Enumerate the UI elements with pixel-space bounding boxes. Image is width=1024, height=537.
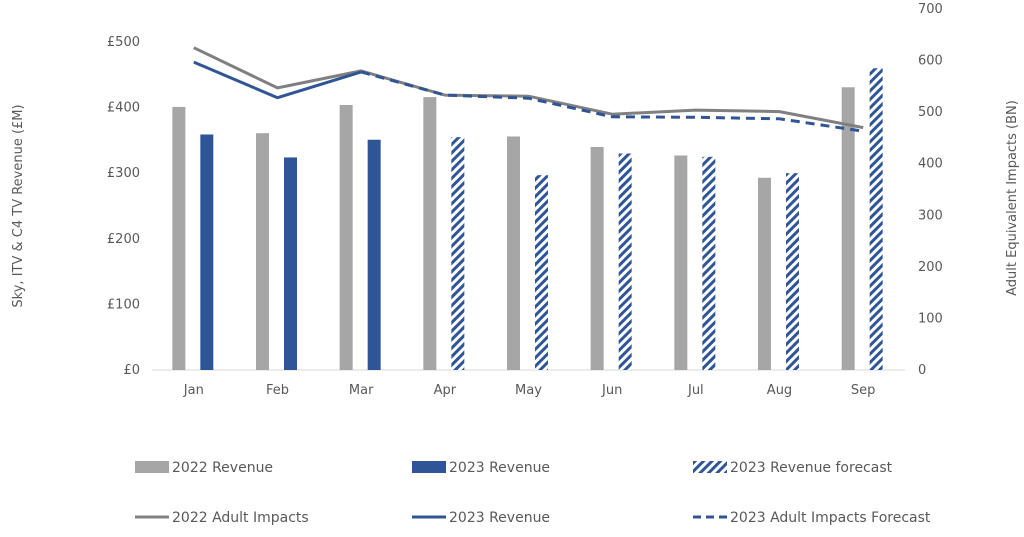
bars — [172, 68, 883, 371]
legend-label: 2023 Revenue — [449, 460, 550, 476]
bar-2022-revenue — [172, 106, 186, 370]
line-2023-revenue — [193, 60, 362, 100]
bar-2023-revenue-forecast — [618, 153, 632, 370]
y-right-tick-label: 200 — [918, 260, 943, 275]
y-right-tick-label: 600 — [918, 54, 943, 69]
bar-2023-revenue-forecast — [869, 68, 883, 371]
line-2022-adult-impacts — [193, 46, 864, 130]
x-tick-label: Aug — [767, 383, 792, 398]
legend-label: 2023 Adult Impacts Forecast — [730, 510, 931, 526]
bar-2022-revenue — [758, 177, 771, 370]
line-2023-adult-impacts-forecast — [360, 70, 864, 133]
axes: £0 £100 £200 £300 £400 £500 0 100 200 300 400 500 60… — [11, 2, 1020, 398]
y-left-tick-label: £200 — [107, 232, 140, 247]
y-right-axis-title: Adult Equivalent Impacts (BN) — [1005, 100, 1020, 296]
lines — [193, 46, 864, 133]
bar-2023-revenue — [284, 157, 297, 370]
x-tick-label: Jul — [687, 383, 704, 398]
bar-2023-revenue — [200, 134, 214, 370]
legend-label: 2022 Adult Impacts — [172, 510, 309, 526]
y-right-tick-label: 300 — [918, 208, 943, 223]
bar-2023-revenue-forecast — [535, 175, 548, 370]
bar-2022-revenue — [674, 155, 688, 370]
legend-item-2023-revenue-forecast: 2023 Revenue forecast — [693, 460, 893, 476]
bar-2022-revenue — [423, 97, 437, 370]
y-left-tick-label: £100 — [107, 297, 140, 312]
y-right-tick-label: 0 — [918, 363, 926, 378]
bar-2023-revenue-forecast — [786, 173, 799, 370]
y-right-tick-label: 700 — [918, 2, 943, 17]
y-left-tick-label: £300 — [107, 166, 140, 181]
bar-2022-revenue — [339, 104, 353, 370]
y-right-tick-label: 100 — [918, 311, 943, 326]
legend-item-2023-revenue: 2023 Revenue — [412, 460, 550, 476]
legend-label: 2022 Revenue — [172, 460, 273, 476]
legend-swatch — [693, 461, 727, 473]
legend-item-2022-adult-impacts: 2022 Adult Impacts — [135, 510, 309, 526]
x-tick-label: Mar — [349, 383, 374, 398]
bar-2022-revenue — [507, 136, 520, 370]
x-tick-label: Apr — [434, 383, 457, 398]
legend-swatch — [135, 461, 169, 473]
y-right-tick-label: 500 — [918, 105, 943, 120]
y-left-axis-title: Sky, ITV & C4 TV Revenue (£M) — [11, 104, 26, 307]
legend-item-2023-adult-impacts-forecast: 2023 Adult Impacts Forecast — [693, 510, 931, 526]
y-left-tick-label: £0 — [123, 363, 140, 378]
legend: 2022 Revenue 2023 Revenue 2023 Revenue for… — [135, 460, 931, 526]
bar-2023-revenue-forecast — [702, 156, 716, 370]
legend-item-2022-revenue: 2022 Revenue — [135, 460, 273, 476]
legend-item-2023-revenue: 2023 Revenue — [412, 510, 550, 526]
legend-label: 2023 Revenue forecast — [730, 460, 893, 476]
bar-2022-revenue — [841, 87, 855, 370]
y-left-tick-label: £400 — [107, 101, 140, 116]
bar-2022-revenue — [590, 146, 604, 370]
x-tick-label: Jun — [601, 383, 622, 398]
x-tick-label: May — [515, 383, 542, 398]
bar-2023-revenue — [367, 139, 381, 370]
y-left-tick-label: £500 — [107, 35, 140, 50]
x-tick-label: Feb — [266, 383, 289, 398]
x-tick-label: Jan — [183, 383, 204, 398]
bar-2022-revenue — [256, 133, 269, 370]
legend-swatch — [412, 461, 446, 473]
legend-label: 2023 Revenue — [449, 510, 550, 526]
x-tick-label: Sep — [851, 383, 876, 398]
bar-2023-revenue-forecast — [451, 137, 465, 370]
y-right-tick-label: 400 — [918, 157, 943, 172]
